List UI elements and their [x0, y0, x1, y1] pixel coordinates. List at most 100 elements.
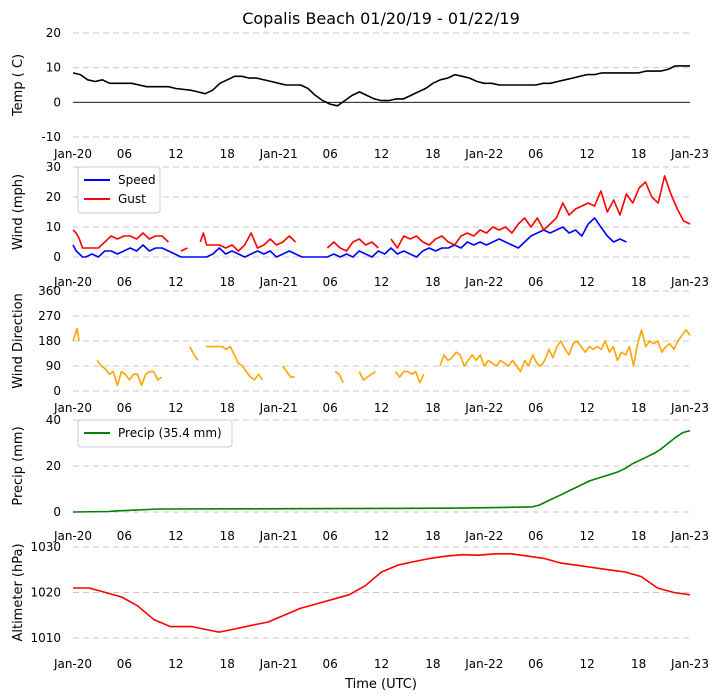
x-tick-label: Jan-23 — [670, 275, 709, 289]
x-tick-label: 12 — [374, 529, 389, 543]
series-line-direction — [72, 327, 691, 387]
x-tick-label: 12 — [580, 147, 595, 161]
y-tick-label: 20 — [46, 26, 61, 40]
figure-title: Copalis Beach 01/20/19 - 01/22/19 — [242, 9, 520, 28]
y-tick-label: 180 — [38, 334, 61, 348]
y-tick-label: 0 — [53, 505, 61, 519]
x-tick-label: 18 — [425, 275, 440, 289]
x-tick-label: 18 — [220, 657, 235, 671]
x-tick-label: 06 — [528, 657, 543, 671]
x-tick-label: Jan-23 — [670, 147, 709, 161]
x-tick-label: 12 — [168, 147, 183, 161]
x-tick-label: 12 — [580, 529, 595, 543]
x-tick-label: 12 — [580, 657, 595, 671]
x-tick-label: 06 — [528, 275, 543, 289]
y-tick-label: 40 — [46, 413, 61, 427]
x-tick-label: 12 — [580, 401, 595, 415]
y-tick-label: 20 — [46, 459, 61, 473]
y-tick-label: 1020 — [30, 586, 61, 600]
x-tick-label: 18 — [631, 147, 646, 161]
x-tick-label: 06 — [117, 529, 132, 543]
x-tick-label: Jan-20 — [53, 657, 92, 671]
x-tick-label: 18 — [220, 147, 235, 161]
y-tick-label: 1010 — [30, 631, 61, 645]
x-tick-label: 12 — [374, 401, 389, 415]
x-tick-label: Jan-21 — [259, 657, 298, 671]
x-tick-label: 12 — [580, 275, 595, 289]
y-tick-label: 10 — [46, 61, 61, 75]
legend-label: Gust — [118, 192, 146, 206]
x-tick-label: 12 — [374, 657, 389, 671]
y-axis-label: Altimeter (hPa) — [11, 543, 26, 641]
x-tick-label: Jan-20 — [53, 529, 92, 543]
x-tick-label: 12 — [168, 401, 183, 415]
x-tick-label: Jan-23 — [670, 657, 709, 671]
x-tick-label: 18 — [425, 657, 440, 671]
series-line-temp — [72, 65, 690, 107]
temperature-panel: 20 10 0 -10 Temp ( C) Jan-20 06 12 18 Jan-21 06 12 1… — [11, 26, 709, 161]
x-tick-label: 18 — [631, 529, 646, 543]
x-tick-label: 06 — [322, 147, 337, 161]
y-tick-label: 270 — [38, 309, 61, 323]
x-tick-label: 12 — [168, 657, 183, 671]
series-line-gust — [72, 175, 691, 252]
x-tick-label: Jan-22 — [464, 401, 503, 415]
y-axis-label: Precip (mm) — [11, 426, 26, 505]
y-tick-label: 1030 — [30, 540, 61, 554]
x-tick-label: 06 — [322, 401, 337, 415]
x-tick-label: 06 — [117, 147, 132, 161]
y-tick-label: 360 — [38, 284, 61, 298]
x-tick-label: 18 — [631, 657, 646, 671]
legend-box — [77, 166, 161, 214]
x-tick-label: 18 — [425, 529, 440, 543]
x-tick-label: 06 — [322, 657, 337, 671]
x-tick-label: Jan-22 — [464, 657, 503, 671]
x-tick-label: Jan-22 — [464, 529, 503, 543]
y-tick-label: 20 — [46, 190, 61, 204]
y-axis-label: Wind (mph) — [11, 174, 26, 250]
x-tick-label: 06 — [322, 529, 337, 543]
legend-label: Precip (35.4 mm) — [118, 426, 222, 440]
y-tick-label: 0 — [53, 384, 61, 398]
x-tick-label: 18 — [425, 401, 440, 415]
x-tick-label: 18 — [631, 275, 646, 289]
x-tick-label: Jan-22 — [464, 147, 503, 161]
y-tick-label: 10 — [46, 220, 61, 234]
x-tick-label: Jan-23 — [670, 401, 709, 415]
x-tick-label: 18 — [220, 401, 235, 415]
y-tick-label: 0 — [53, 250, 61, 264]
wind-direction-panel: 360 270 180 90 0 Wind Direction Jan-20 06 12 18 Ja… — [11, 284, 709, 415]
y-axis-label: Wind Direction — [11, 293, 26, 389]
x-tick-label: Jan-20 — [53, 147, 92, 161]
x-tick-label: 06 — [117, 657, 132, 671]
x-tick-label: Jan-20 — [53, 401, 92, 415]
legend-box — [77, 419, 233, 448]
x-tick-label: 18 — [220, 275, 235, 289]
x-tick-label: 06 — [117, 275, 132, 289]
altimeter-panel: 1030 1020 1010 Altimeter (hPa) Jan-20 06 12 18 J… — [11, 540, 709, 671]
x-tick-label: 12 — [168, 529, 183, 543]
x-tick-label: 18 — [220, 529, 235, 543]
series-line-altimeter — [73, 553, 691, 633]
x-tick-label: Jan-21 — [259, 147, 298, 161]
x-tick-label: 12 — [374, 275, 389, 289]
x-tick-label: 06 — [528, 401, 543, 415]
x-tick-label: Jan-21 — [259, 529, 298, 543]
x-tick-label: 06 — [528, 147, 543, 161]
x-tick-label: 18 — [425, 147, 440, 161]
y-tick-label: 90 — [46, 359, 61, 373]
x-axis-label: Time (UTC) — [344, 677, 417, 692]
y-tick-label: 30 — [46, 160, 61, 174]
y-tick-label: -10 — [41, 130, 61, 144]
legend-label: Speed — [118, 173, 156, 187]
x-tick-label: Jan-21 — [259, 401, 298, 415]
y-axis-label: Temp ( C) — [11, 54, 26, 117]
x-tick-label: Jan-23 — [670, 529, 709, 543]
x-tick-label: 06 — [528, 529, 543, 543]
x-tick-label: 06 — [117, 401, 132, 415]
x-tick-label: Jan-22 — [464, 275, 503, 289]
y-tick-label: 0 — [53, 95, 61, 109]
x-tick-label: 18 — [631, 401, 646, 415]
wind-speed-panel: 30 20 10 0 Wind (mph) Jan-20 06 12 18 Jan-21 06 12 1… — [11, 160, 709, 289]
